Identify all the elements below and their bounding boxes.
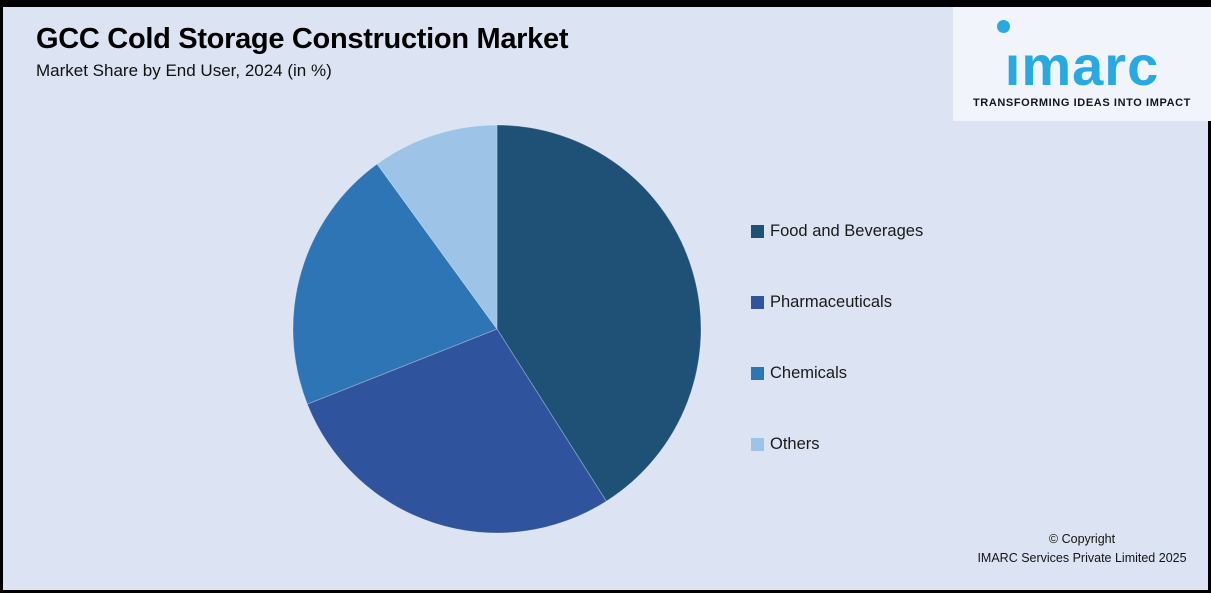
- legend-label: Chemicals: [770, 364, 848, 382]
- pie-slice-chemicals: [292, 163, 498, 405]
- copyright-line1: © Copyright: [1048, 532, 1116, 546]
- page-subtitle: Market Share by End User, 2024 (in %): [36, 61, 332, 81]
- legend-label: Others: [770, 435, 820, 453]
- chart-header: GCC Cold Storage Construction Market Mar…: [36, 21, 568, 81]
- legend-marker-icon: [751, 438, 764, 451]
- legend-item-pharmaceuticals: Pharmaceuticals: [751, 293, 923, 312]
- logo-dot-icon: [997, 20, 1010, 33]
- copyright-line2: IMARC Services Private Limited 2025: [977, 551, 1187, 565]
- legend-item-food-and-beverages: Food and Beverages: [751, 222, 923, 241]
- legend-marker-icon: [751, 225, 764, 238]
- pie-slice-others: [376, 124, 498, 330]
- legend-marker-icon: [751, 296, 764, 309]
- pie-slice-food-and-beverages: [496, 124, 702, 502]
- imarc-wordmark: ımarc: [1004, 34, 1160, 97]
- pie-chart: [292, 124, 702, 534]
- imarc-logo-inner: ımarc TRANSFORMING IDEAS INTO IMPACT: [968, 13, 1196, 109]
- legend-marker-icon: [751, 367, 764, 380]
- logo-tagline: TRANSFORMING IDEAS INTO IMPACT: [972, 97, 1192, 109]
- copyright-notice: © Copyright IMARC Services Private Limit…: [972, 530, 1192, 568]
- page-title: GCC Cold Storage Construction Market: [36, 23, 569, 55]
- legend-item-others: Others: [751, 435, 923, 454]
- pie-slice-pharmaceuticals: [306, 328, 607, 534]
- legend-label: Food and Beverages: [770, 222, 924, 240]
- legend-label: Pharmaceuticals: [770, 293, 892, 311]
- legend-item-chemicals: Chemicals: [751, 364, 923, 383]
- pie-chart-area: [287, 119, 707, 539]
- imarc-logo: ımarc TRANSFORMING IDEAS INTO IMPACT: [953, 7, 1211, 121]
- legend: Food and Beverages Pharmaceuticals Chemi…: [751, 222, 923, 454]
